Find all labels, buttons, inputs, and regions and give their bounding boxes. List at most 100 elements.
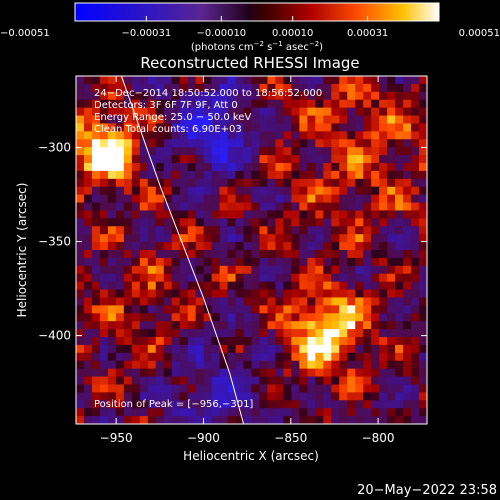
- heatmap-cell: [315, 305, 324, 314]
- heatmap-cell: [395, 234, 404, 243]
- heatmap-cell: [187, 360, 197, 370]
- heatmap-cell: [323, 83, 332, 93]
- heatmap-cell: [163, 352, 173, 362]
- heatmap-cell: [76, 107, 85, 117]
- heatmap-cell: [219, 329, 229, 338]
- heatmap-cell: [395, 242, 404, 251]
- heatmap-cell: [347, 408, 356, 417]
- heatmap-cell: [379, 76, 388, 85]
- heatmap-cell: [147, 76, 157, 85]
- heatmap-cell: [347, 250, 356, 259]
- heatmap-cell: [91, 257, 101, 267]
- heatmap-cell: [179, 147, 189, 156]
- heatmap-cell: [363, 281, 372, 291]
- heatmap-cell: [411, 202, 420, 212]
- heatmap-cell: [299, 400, 308, 409]
- heatmap-cell: [227, 194, 237, 204]
- heatmap-cell: [115, 408, 125, 417]
- heatmap-cell: [227, 155, 237, 164]
- heatmap-cell: [355, 163, 364, 172]
- heatmap-cell: [299, 329, 308, 338]
- heatmap-cell: [259, 83, 269, 93]
- heatmap-cell: [379, 107, 388, 117]
- heatmap-cell: [235, 202, 245, 212]
- heatmap-cell: [291, 99, 300, 109]
- heatmap-cell: [131, 408, 141, 417]
- heatmap-cell: [139, 408, 149, 417]
- heatmap-cell: [419, 376, 427, 386]
- heatmap-cell: [419, 83, 427, 93]
- heatmap-cell: [299, 147, 308, 156]
- heatmap-cell: [355, 416, 364, 424]
- heatmap-cell: [219, 360, 229, 370]
- heatmap-cell: [235, 400, 245, 409]
- heatmap-cell: [179, 400, 189, 409]
- heatmap-cell: [171, 226, 181, 235]
- heatmap-cell: [291, 226, 300, 235]
- heatmap-cell: [283, 408, 292, 417]
- heatmap-cell: [171, 202, 181, 212]
- heatmap-cell: [275, 202, 285, 212]
- heatmap-cell: [251, 408, 261, 417]
- heatmap-cell: [275, 321, 285, 330]
- heatmap-cell: [243, 281, 253, 291]
- heatmap-cell: [235, 392, 245, 401]
- heatmap-cell: [323, 384, 332, 393]
- heatmap-cell: [323, 155, 332, 164]
- heatmap-cell: [291, 218, 300, 227]
- heatmap-cell: [99, 273, 109, 283]
- heatmap-cell: [275, 360, 285, 370]
- heatmap-cell: [219, 384, 229, 393]
- heatmap-cell: [283, 218, 292, 227]
- heatmap-cell: [283, 147, 292, 156]
- heatmap-cell: [363, 107, 372, 117]
- heatmap-cell: [211, 305, 221, 314]
- heatmap-cell: [76, 281, 85, 291]
- heatmap-cell: [331, 297, 340, 306]
- heatmap-cell: [243, 360, 253, 370]
- heatmap-cell: [299, 242, 308, 251]
- heatmap-cell: [307, 242, 316, 251]
- heatmap-cell: [227, 416, 237, 424]
- heatmap-cell: [419, 297, 427, 306]
- heatmap-cell: [235, 281, 245, 291]
- heatmap-cell: [379, 91, 388, 101]
- heatmap-cell: [211, 384, 221, 393]
- heatmap-cell: [115, 384, 125, 393]
- heatmap-cell: [363, 400, 372, 409]
- heatmap-cell: [83, 115, 93, 125]
- heatmap-cell: [203, 313, 213, 322]
- heatmap-cell: [395, 321, 404, 330]
- heatmap-cell: [91, 123, 101, 132]
- heatmap-cell: [147, 400, 157, 409]
- heatmap-cell: [283, 155, 292, 164]
- heatmap-cell: [219, 226, 229, 235]
- heatmap-cell: [267, 115, 277, 125]
- heatmap-cell: [163, 289, 173, 299]
- heatmap-cell: [259, 234, 269, 243]
- heatmap-cell: [115, 170, 125, 180]
- heatmap-cell: [211, 400, 221, 409]
- heatmap-cell: [251, 368, 261, 378]
- heatmap-cell: [171, 257, 181, 267]
- heatmap-cell: [123, 352, 133, 362]
- heatmap-cell: [131, 313, 141, 322]
- heatmap-cell: [395, 147, 404, 156]
- heatmap-cell: [155, 147, 165, 156]
- heatmap-cell: [83, 170, 93, 180]
- heatmap-cell: [371, 313, 380, 322]
- heatmap-cell: [83, 321, 93, 330]
- heatmap-cell: [307, 360, 316, 370]
- heatmap-cell: [323, 250, 332, 259]
- heatmap-cell: [123, 234, 133, 243]
- heatmap-cell: [299, 257, 308, 267]
- heatmap-cell: [251, 186, 261, 196]
- heatmap-cell: [131, 194, 141, 204]
- heatmap-cell: [395, 408, 404, 417]
- heatmap-cell: [315, 83, 324, 93]
- heatmap-cell: [219, 202, 229, 212]
- heatmap-cell: [251, 257, 261, 267]
- heatmap-cell: [76, 139, 85, 148]
- heatmap-cell: [403, 76, 412, 85]
- heatmap-cell: [243, 131, 253, 140]
